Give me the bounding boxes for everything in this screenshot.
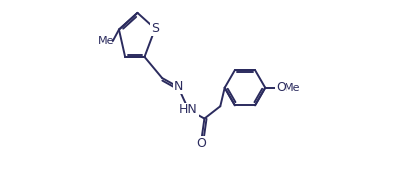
Text: S: S bbox=[151, 22, 159, 35]
Text: O: O bbox=[196, 137, 206, 150]
Text: N: N bbox=[173, 80, 183, 93]
Text: Me: Me bbox=[98, 36, 114, 46]
Text: O: O bbox=[276, 81, 286, 94]
Text: HN: HN bbox=[179, 103, 198, 116]
Text: Me: Me bbox=[283, 83, 300, 93]
